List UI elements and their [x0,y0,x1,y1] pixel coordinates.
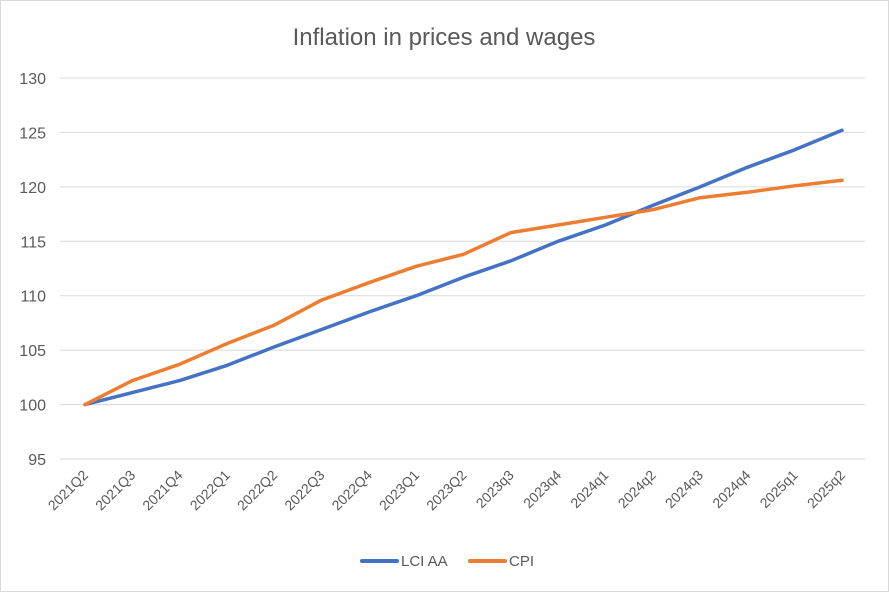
data-point-lci-aa [698,185,702,189]
data-point-cpi [367,281,371,285]
data-point-lci-aa [556,239,560,243]
data-point-cpi [651,208,655,212]
y-tick-label: 115 [20,234,46,251]
data-point-cpi [414,264,418,268]
data-point-cpi [178,362,182,366]
data-point-lci-aa [651,203,655,207]
y-tick-label: 100 [19,398,46,415]
data-point-cpi [556,223,560,227]
x-tick-label: 2023q3 [473,467,517,511]
series-line-cpi [83,178,844,407]
x-tick-label: 2021Q4 [139,467,186,514]
data-point-lci-aa [414,294,418,298]
legend: LCI AA CPI [360,553,534,570]
x-tick-label: 2024q4 [709,467,753,511]
data-point-lci-aa [603,223,607,227]
y-tick-label: 105 [19,343,46,360]
data-point-cpi [793,184,797,188]
data-point-cpi [462,252,465,256]
data-point-lci-aa [367,310,371,314]
x-tick-label: 2024q1 [567,467,611,511]
series-line-lci-aa [83,128,844,407]
data-point-cpi [225,342,229,346]
x-tick-label: 2023Q1 [376,467,423,514]
data-point-cpi [840,178,844,182]
x-tick-label: 2024q3 [662,467,706,511]
data-point-lci-aa [509,259,513,263]
y-axis-tick-labels: 95 100 105 110 115 120 125 130 [19,71,46,469]
data-point-lci-aa [793,148,797,152]
x-tick-label: 2021Q2 [45,467,92,514]
data-point-lci-aa [130,391,134,395]
data-point-lci-aa [320,327,324,331]
y-tick-label: 110 [20,289,46,306]
x-tick-label: 2025q1 [756,467,800,511]
data-point-lci-aa [272,345,276,349]
data-point-lci-aa [840,128,844,132]
data-point-cpi [320,298,324,302]
legend-label-lci-aa: LCI AA [401,553,448,570]
data-point-cpi [745,190,749,194]
y-tick-label: 95 [28,452,46,469]
x-tick-label: 2022Q1 [187,467,234,514]
x-tick-label: 2023q4 [520,467,564,511]
series-lines [83,128,844,407]
data-point-lci-aa [745,165,749,169]
data-point-cpi [509,231,513,235]
data-point-cpi [83,403,87,407]
x-tick-label: 2022Q3 [281,467,328,514]
legend-label-cpi: CPI [509,553,534,570]
y-tick-label: 120 [19,180,46,197]
data-point-lci-aa [178,379,182,383]
gridlines [60,77,865,460]
data-point-cpi [603,215,607,219]
data-point-lci-aa [225,363,229,367]
x-tick-label: 2023Q2 [423,467,470,514]
x-tick-label: 2025q2 [804,467,848,511]
data-point-cpi [130,379,134,383]
data-point-cpi [272,323,276,327]
y-tick-label: 125 [19,125,46,142]
data-point-cpi [698,196,702,200]
chart-title: Inflation in prices and wages [293,24,596,51]
data-point-lci-aa [462,275,465,279]
x-tick-label: 2021Q3 [92,467,139,514]
x-axis-tick-labels: 2021Q2 2021Q3 2021Q4 2022Q1 2022Q2 2022Q3 2022… [45,467,849,514]
x-tick-label: 2022Q2 [234,467,281,514]
x-tick-label: 2022Q4 [328,467,375,514]
x-tick-label: 2024q2 [615,467,659,511]
y-tick-label: 130 [19,71,46,88]
